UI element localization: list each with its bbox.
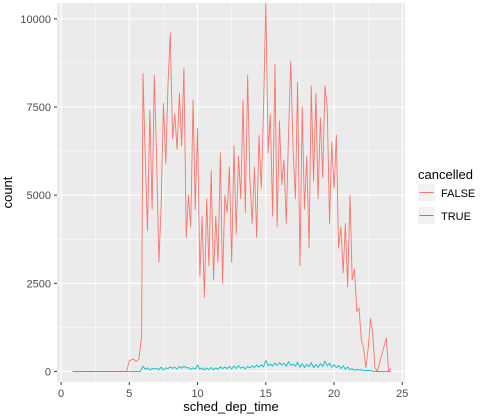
x-tick-label: 20	[328, 388, 340, 400]
y-tick-label: 5000	[27, 190, 51, 202]
y-axis-title: count	[0, 176, 15, 208]
major-gridlines	[57, 3, 405, 382]
y-axis-ticks: 0 2500 5000 7500 10000	[20, 14, 57, 378]
y-tick-label: 2500	[27, 278, 51, 290]
y-tick-label: 0	[45, 366, 51, 378]
series-line-false	[72, 2, 392, 372]
x-axis-title: sched_dep_time	[183, 399, 278, 414]
legend-title: cancelled	[418, 167, 473, 182]
plot-panel	[57, 3, 405, 382]
series-line-true	[72, 360, 391, 372]
minor-gridlines	[57, 3, 405, 382]
legend-label-false: FALSE	[441, 188, 475, 200]
legend: cancelled FALSE TRUE	[418, 167, 475, 224]
x-tick-label: 15	[260, 388, 272, 400]
x-tick-label: 0	[58, 388, 64, 400]
x-tick-label: 10	[191, 388, 203, 400]
x-tick-label: 5	[126, 388, 132, 400]
y-tick-label: 10000	[20, 14, 51, 26]
y-tick-label: 7500	[27, 102, 51, 114]
x-tick-label: 25	[396, 388, 408, 400]
legend-label-true: TRUE	[441, 211, 471, 223]
series-lines	[72, 2, 392, 372]
x-axis-ticks: 0 5 10 15 20 25	[58, 382, 408, 400]
